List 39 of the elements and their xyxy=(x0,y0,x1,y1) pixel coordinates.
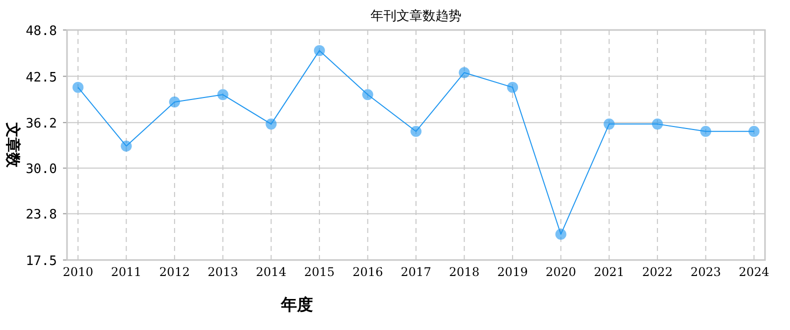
x-tick-label: 2017 xyxy=(400,265,432,279)
y-axis-title: 文章数 xyxy=(4,122,22,168)
chart-title: 年刊文章数趋势 xyxy=(370,9,462,24)
point xyxy=(652,118,663,130)
x-tick-label: 2015 xyxy=(304,265,335,279)
x-tick-label: 2012 xyxy=(159,265,190,279)
x-tick-label: 2022 xyxy=(642,265,673,279)
y-tick-label: 30.0 xyxy=(26,162,57,178)
x-tick-label: 2024 xyxy=(738,265,770,279)
x-tick-label: 2016 xyxy=(352,265,383,279)
point xyxy=(410,126,422,137)
x-tick-label: 2019 xyxy=(497,265,528,279)
point xyxy=(314,45,325,56)
point xyxy=(458,67,470,78)
y-tick-label: 48.8 xyxy=(26,24,57,39)
y-tick-label: 42.5 xyxy=(26,70,57,86)
x-tick-label: 2013 xyxy=(208,265,238,279)
y-tick-label: 23.8 xyxy=(26,208,57,223)
point xyxy=(748,126,760,137)
x-tick-label: 2011 xyxy=(111,265,142,279)
point xyxy=(266,118,277,130)
point xyxy=(604,118,615,130)
x-tick-label: 2018 xyxy=(449,265,480,279)
point xyxy=(507,82,518,93)
point xyxy=(362,89,374,100)
point xyxy=(169,96,180,108)
point xyxy=(120,140,132,152)
x-tick-label: 2010 xyxy=(62,265,94,279)
point xyxy=(217,89,228,100)
x-tick-label: 2021 xyxy=(594,265,624,279)
point xyxy=(72,82,84,93)
y-tick-label: 17.5 xyxy=(26,254,57,269)
x-axis-title: 年度 xyxy=(280,295,313,314)
x-tick-label: 2014 xyxy=(256,265,287,279)
point xyxy=(700,126,712,137)
point xyxy=(555,228,566,240)
x-tick-label: 2020 xyxy=(546,265,576,279)
x-tick-label: 2023 xyxy=(690,265,721,279)
y-tick-label: 36.2 xyxy=(26,116,57,132)
